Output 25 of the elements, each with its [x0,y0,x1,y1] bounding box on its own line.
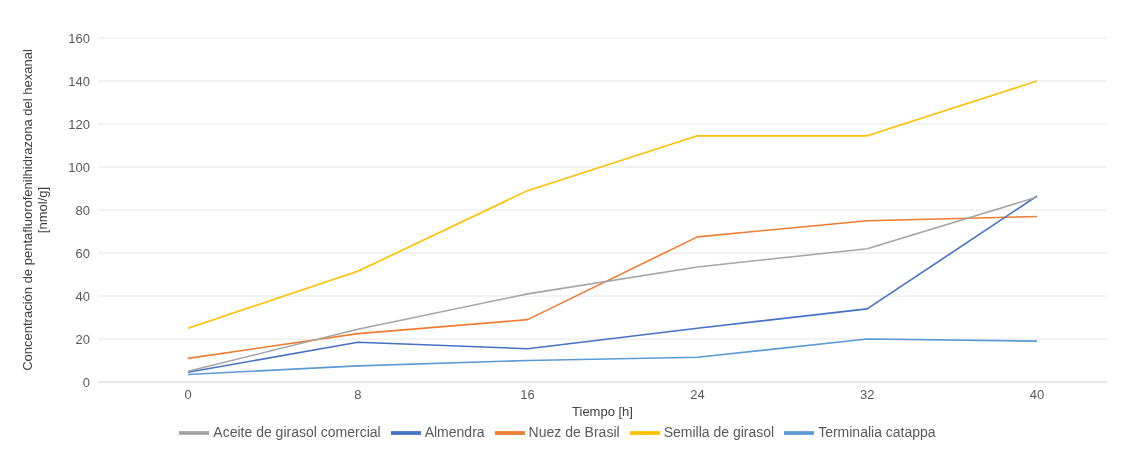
x-tick-label: 40 [1029,387,1045,403]
y-tick-label: 80 [75,202,90,218]
x-tick-label: 16 [520,387,535,403]
y-tick-label: 120 [68,116,90,132]
y-tick-label: 0 [82,374,90,390]
x-tick-label: 0 [184,387,192,403]
x-tick-label: 32 [859,387,875,403]
y-tick-label: 160 [68,30,90,46]
y-tick-label: 100 [68,159,90,175]
line-series [187,215,1038,360]
legend-label: Semilla de girasol [663,423,775,440]
line-series [187,80,1038,330]
legend-label: Aceite de girasol comercial [213,423,381,440]
x-tick-label: 24 [690,387,705,403]
legend-label: Nuez de Brasil [528,423,620,440]
y-tick-label: 140 [68,73,90,89]
y-axis-title: Concentración de pentafluorofenilhidrazona del hexanal [nmol/g] [20,49,50,371]
legend-label: Almendra [424,423,485,440]
y-tick-label: 60 [75,245,90,261]
x-tick-label: 8 [354,387,362,403]
legend-label: Terminalia catappa [818,423,936,440]
y-tick-label: 40 [75,288,90,304]
line-series [187,338,1038,376]
x-axis-title: Tiempo [h] [572,404,633,419]
y-tick-label: 20 [75,331,90,347]
